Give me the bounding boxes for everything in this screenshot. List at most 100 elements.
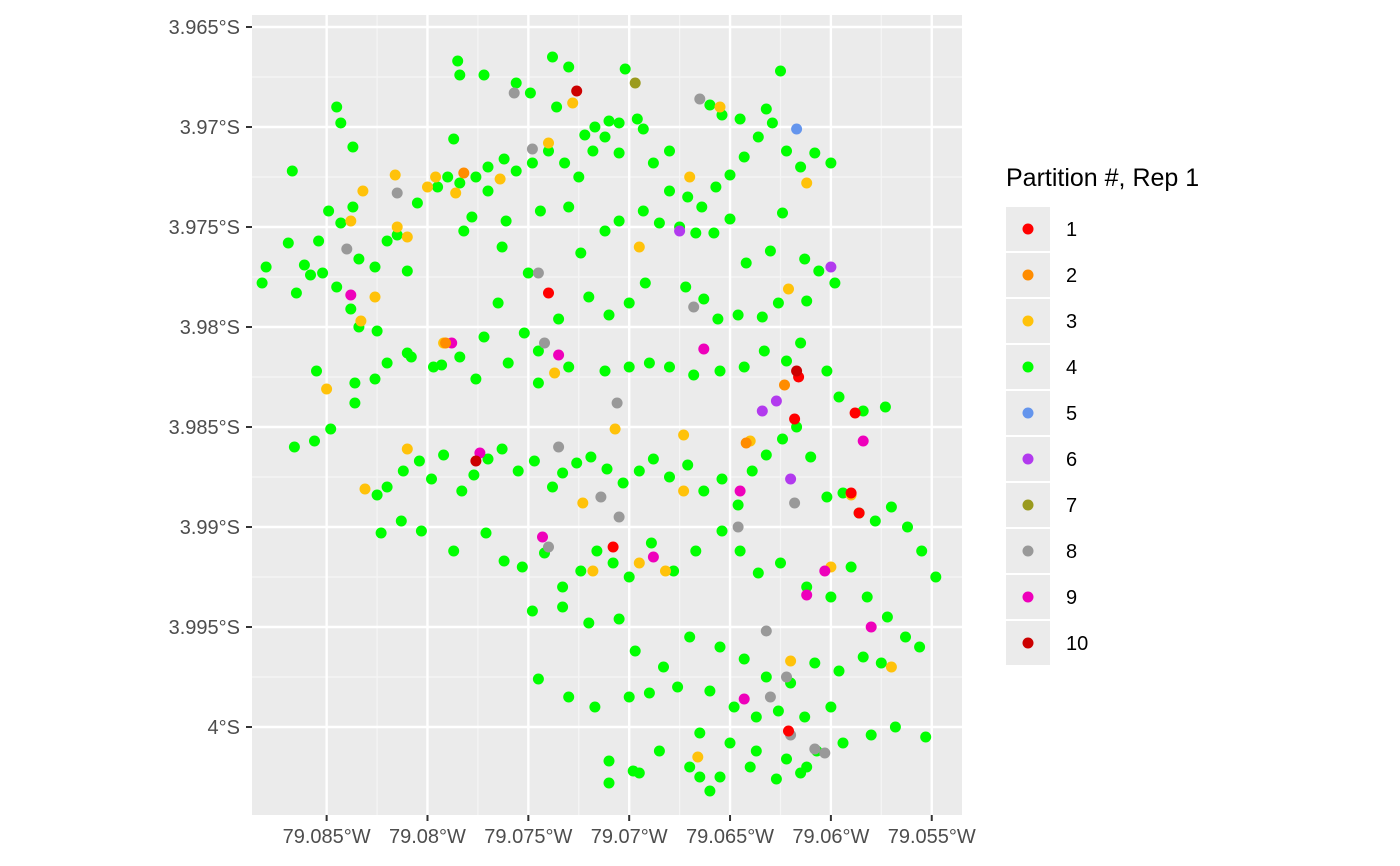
data-point-partition-3 [609, 423, 621, 435]
data-point-partition-3 [801, 177, 813, 189]
x-tick-label: 79.06°W [792, 826, 869, 848]
data-point-partition-4 [613, 117, 625, 129]
data-point-partition-4 [664, 471, 675, 483]
data-point-partition-4 [288, 441, 300, 453]
data-point-partition-10 [571, 85, 583, 97]
x-tick-label: 79.055°W [888, 826, 976, 848]
data-point-partition-3 [714, 101, 726, 113]
data-point-partition-4 [704, 685, 716, 697]
data-point-partition-4 [645, 537, 657, 549]
data-point-partition-4 [714, 641, 726, 653]
data-point-partition-4 [914, 641, 926, 653]
data-point-partition-4 [732, 499, 744, 511]
data-point-partition-4 [347, 201, 359, 213]
data-point-partition-3 [345, 215, 357, 227]
data-point-partition-4 [492, 297, 504, 309]
data-point-partition-1 [543, 287, 554, 299]
data-point-partition-4 [559, 157, 571, 169]
data-point-partition-4 [500, 215, 512, 227]
data-point-partition-4 [323, 205, 335, 217]
data-point-partition-4 [770, 773, 782, 785]
data-point-partition-8 [553, 441, 565, 453]
data-point-partition-4 [643, 687, 655, 699]
legend-label: 2 [1066, 265, 1077, 287]
data-point-partition-3 [389, 169, 401, 181]
data-point-partition-4 [760, 449, 772, 461]
data-point-partition-3 [885, 661, 897, 673]
data-point-partition-4 [375, 527, 387, 539]
data-point-partition-4 [518, 327, 530, 339]
y-tick-label: 3.995°S [169, 617, 240, 639]
data-point-partition-3 [678, 485, 690, 497]
data-point-partition-6 [825, 261, 837, 273]
data-point-partition-4 [563, 201, 575, 213]
data-point-partition-4 [371, 489, 383, 501]
data-point-partition-4 [694, 771, 706, 783]
data-point-partition-4 [777, 207, 788, 219]
data-point-partition-4 [738, 653, 750, 665]
data-point-partition-4 [573, 171, 585, 183]
data-point-partition-4 [781, 753, 792, 765]
data-point-partition-4 [724, 169, 736, 181]
data-point-partition-4 [795, 767, 807, 779]
data-point-partition-4 [401, 265, 413, 277]
data-point-partition-4 [413, 455, 425, 467]
data-point-partition-4 [524, 87, 536, 99]
data-point-partition-3 [660, 565, 671, 577]
data-point-partition-4 [623, 571, 635, 583]
data-point-partition-4 [311, 365, 322, 377]
data-point-partition-4 [724, 737, 736, 749]
data-point-partition-4 [833, 665, 845, 677]
data-point-partition-4 [664, 361, 675, 373]
data-point-partition-8 [732, 521, 744, 533]
data-point-partition-4 [809, 657, 821, 669]
plot-panel-background [252, 15, 962, 815]
data-point-partition-4 [744, 761, 756, 773]
data-point-partition-4 [716, 525, 728, 537]
data-point-partition-4 [543, 145, 554, 157]
data-point-partition-3 [401, 231, 413, 243]
data-point-partition-4 [601, 463, 613, 475]
data-point-partition-4 [930, 571, 942, 583]
y-tick-label: 4°S [208, 717, 240, 739]
data-point-partition-4 [438, 449, 450, 461]
data-point-partition-3 [783, 283, 794, 295]
data-point-partition-4 [833, 391, 845, 403]
data-point-partition-4 [496, 241, 508, 253]
data-point-partition-3 [633, 241, 645, 253]
data-point-partition-4 [607, 557, 619, 569]
data-point-partition-4 [563, 691, 575, 703]
legend-label: 1 [1066, 219, 1077, 241]
data-point-partition-4 [547, 51, 558, 63]
data-point-partition-4 [821, 491, 833, 503]
data-point-partition-9 [345, 289, 357, 301]
data-point-partition-4 [480, 527, 492, 539]
data-point-partition-4 [825, 591, 837, 603]
data-point-partition-4 [758, 345, 770, 357]
data-point-partition-9 [734, 485, 746, 497]
data-point-partition-3 [567, 97, 579, 109]
data-point-partition-4 [704, 99, 716, 111]
data-point-partition-4 [633, 767, 645, 779]
legend-key-dot [1022, 315, 1034, 327]
data-point-partition-3 [678, 429, 690, 441]
data-point-partition-6 [674, 225, 686, 237]
data-point-partition-4 [617, 477, 629, 489]
data-point-partition-4 [397, 465, 409, 477]
data-point-partition-4 [381, 481, 393, 493]
data-point-partition-4 [532, 673, 544, 685]
data-point-partition-4 [381, 235, 393, 247]
data-point-partition-8 [391, 187, 403, 199]
data-point-partition-1 [783, 725, 794, 737]
x-tick-label: 79.08°W [389, 826, 466, 848]
data-point-partition-8 [508, 87, 520, 99]
data-point-partition-4 [309, 435, 320, 447]
data-point-partition-4 [631, 113, 643, 125]
data-point-partition-4 [813, 265, 825, 277]
data-point-partition-4 [764, 245, 776, 257]
data-point-partition-4 [452, 55, 464, 67]
data-point-partition-4 [920, 731, 932, 743]
data-point-partition-4 [732, 309, 744, 321]
data-point-partition-4 [684, 631, 696, 643]
